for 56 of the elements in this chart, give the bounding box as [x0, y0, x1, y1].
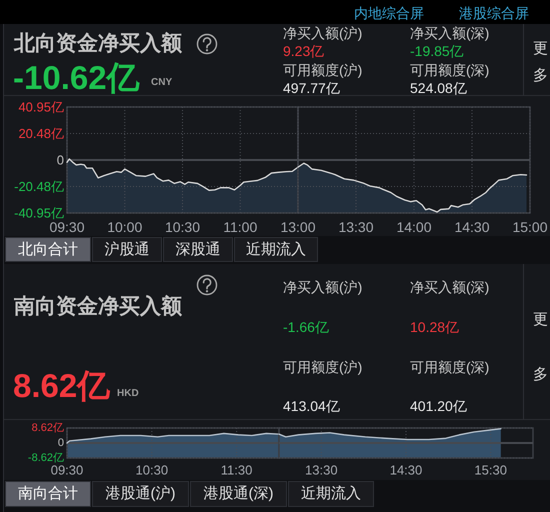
text: 净买入额(沪): [283, 24, 362, 42]
tab: 深股通: [163, 237, 233, 262]
text: 497.77亿: [283, 80, 340, 96]
text: 可用额度(深): [410, 62, 490, 78]
tab: 南向合计: [5, 481, 91, 507]
text: 401.20亿: [410, 398, 467, 414]
x-tick-label: 15:30: [474, 462, 507, 478]
x-tick-label: 13:00: [280, 219, 316, 235]
text: CNY: [151, 77, 172, 89]
text: 更多: [533, 311, 548, 383]
x-tick-label: 14:00: [396, 219, 432, 235]
text: 港股综合屏: [459, 5, 529, 21]
x-tick-label: 10:00: [107, 219, 142, 235]
text: 可用额度(沪): [283, 62, 362, 78]
x-tick-label: 14:30: [454, 219, 490, 235]
x-tick-label: 11:30: [220, 462, 252, 478]
y-tick-label: 8.62亿: [32, 422, 64, 434]
x-tick-label: 15:00: [512, 219, 548, 235]
y-tick-label: 20.48亿: [18, 126, 64, 141]
x-tick-label: 09:30: [49, 219, 85, 235]
text: 南向资金净买入额: [14, 295, 182, 319]
x-tick-label: 09:30: [50, 462, 84, 478]
x-tick-label: 10:30: [164, 219, 200, 235]
y-tick-label: -8.62亿: [28, 452, 64, 464]
text: -19.85亿: [410, 42, 464, 60]
x-tick-label: 13:30: [338, 219, 374, 235]
text: 更多: [533, 39, 549, 86]
x-tick-label: 13:30: [305, 462, 338, 478]
text: 可用额度(深): [410, 358, 490, 376]
text: 净买入额(深): [410, 278, 490, 296]
tab: 近期流入: [288, 481, 374, 507]
text: HKD: [117, 388, 139, 400]
text: 524.08亿: [410, 80, 467, 96]
text: -10.62亿: [13, 59, 140, 96]
text: 可用额度(沪): [283, 358, 362, 376]
y-tick-label: 0: [56, 152, 64, 168]
tab: 北向合计: [5, 237, 91, 262]
y-tick-label: -40.95亿: [14, 206, 64, 220]
text: 内地综合屏: [354, 5, 424, 21]
text: -1.66亿: [283, 318, 329, 336]
x-tick-label: 14:30: [390, 462, 422, 478]
text: 净买入额(沪): [283, 278, 362, 296]
x-tick-label: 10:30: [136, 462, 168, 478]
tab: 港股通(深): [190, 481, 287, 507]
text: 413.04亿: [283, 398, 340, 414]
text: 北向资金净买入额: [14, 32, 182, 56]
x-tick-label: 11:00: [223, 219, 258, 235]
tab: 港股通(沪): [92, 481, 189, 507]
tab: 近期流入: [234, 237, 318, 262]
text: 10.28亿: [410, 318, 460, 336]
y-tick-label: -20.48亿: [14, 179, 64, 194]
y-tick-label: 0: [58, 437, 64, 449]
tab: 沪股通: [92, 237, 162, 262]
y-tick-label: 40.95亿: [18, 100, 64, 114]
text: 净买入额(深): [410, 24, 490, 42]
text: 9.23亿: [283, 42, 324, 60]
